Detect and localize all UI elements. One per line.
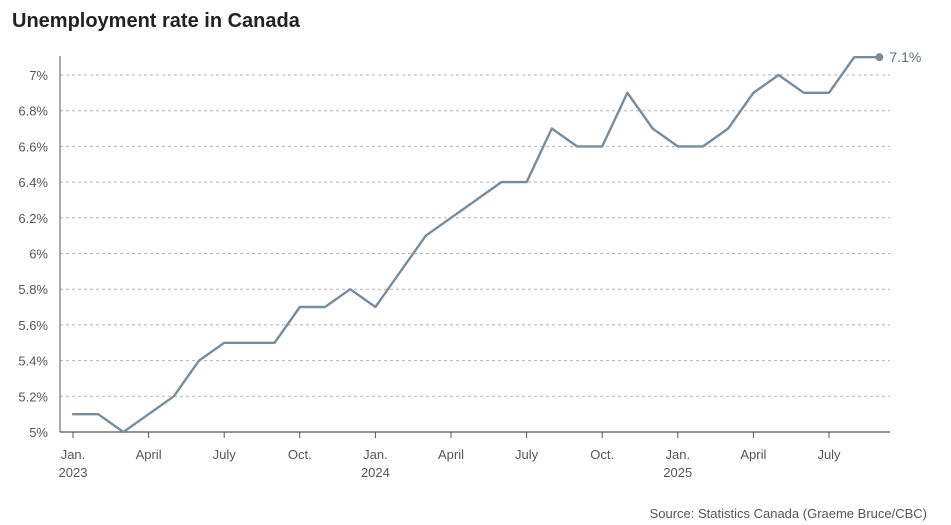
data-point <box>298 305 302 309</box>
data-point <box>96 412 100 416</box>
x-axis: Jan. 2023 April July Oct. Jan. 2024 April July Oc… <box>59 432 841 480</box>
data-point <box>726 127 730 131</box>
data-point <box>71 412 75 416</box>
y-tick-label: 5% <box>29 425 48 440</box>
data-point <box>323 305 327 309</box>
series-line: 7.1% <box>71 49 921 434</box>
data-point <box>474 198 478 202</box>
x-tick-label: 2023 <box>59 465 88 480</box>
data-point <box>399 269 403 273</box>
data-point <box>424 234 428 238</box>
end-value-label: 7.1% <box>889 49 921 65</box>
gridlines <box>60 74 890 433</box>
x-tick-label: 2025 <box>663 465 692 480</box>
x-tick-label: Jan. <box>61 447 86 462</box>
x-tick-label: July <box>213 447 237 462</box>
end-point-marker <box>875 53 884 62</box>
data-point <box>247 341 251 345</box>
data-point <box>273 341 277 345</box>
x-tick-label: Jan. <box>363 447 388 462</box>
data-point <box>676 144 680 148</box>
data-point <box>827 91 831 95</box>
data-point <box>449 216 453 220</box>
data-point <box>802 91 806 95</box>
y-tick-label: 6.8% <box>18 104 48 119</box>
y-tick-label: 6.6% <box>18 139 48 154</box>
x-tick-label: Jan. <box>666 447 691 462</box>
x-tick-label: 2024 <box>361 465 390 480</box>
data-point <box>172 394 176 398</box>
y-tick-label: 6.2% <box>18 211 48 226</box>
data-point <box>373 305 377 309</box>
data-point <box>777 73 781 77</box>
x-tick-label: April <box>136 447 162 462</box>
data-point <box>751 91 755 95</box>
x-tick-label: July <box>817 447 841 462</box>
y-tick-label: 5.4% <box>18 354 48 369</box>
data-point <box>852 55 856 59</box>
y-axis: 5% 5.2% 5.4% 5.6% 5.8% 6% 6.2% 6.4% 6.6% 6.8% 7% <box>18 56 61 440</box>
data-point <box>600 144 604 148</box>
y-tick-label: 6.4% <box>18 175 48 190</box>
data-point <box>121 430 125 434</box>
data-point <box>575 144 579 148</box>
chart-title: Unemployment rate in Canada <box>12 10 300 32</box>
data-point <box>651 127 655 131</box>
x-tick-label: April <box>740 447 766 462</box>
series-line-path <box>71 56 881 434</box>
source-note: Source: Statistics Canada (Graeme Bruce/… <box>649 506 927 521</box>
x-tick-label: April <box>438 447 464 462</box>
x-tick-label: Oct. <box>288 447 312 462</box>
data-point <box>222 341 226 345</box>
data-point <box>147 412 151 416</box>
data-point <box>701 144 705 148</box>
y-tick-label: 5.6% <box>18 318 48 333</box>
data-point <box>550 127 554 131</box>
data-point <box>348 287 352 291</box>
data-point <box>197 359 201 363</box>
x-tick-label: Oct. <box>590 447 614 462</box>
y-tick-label: 5.2% <box>18 389 48 404</box>
y-tick-label: 6% <box>29 247 48 262</box>
y-tick-label: 7% <box>29 68 48 83</box>
y-tick-label: 5.8% <box>18 282 48 297</box>
data-point <box>525 180 529 184</box>
data-point <box>625 91 629 95</box>
data-point <box>499 180 503 184</box>
x-tick-label: July <box>515 447 539 462</box>
